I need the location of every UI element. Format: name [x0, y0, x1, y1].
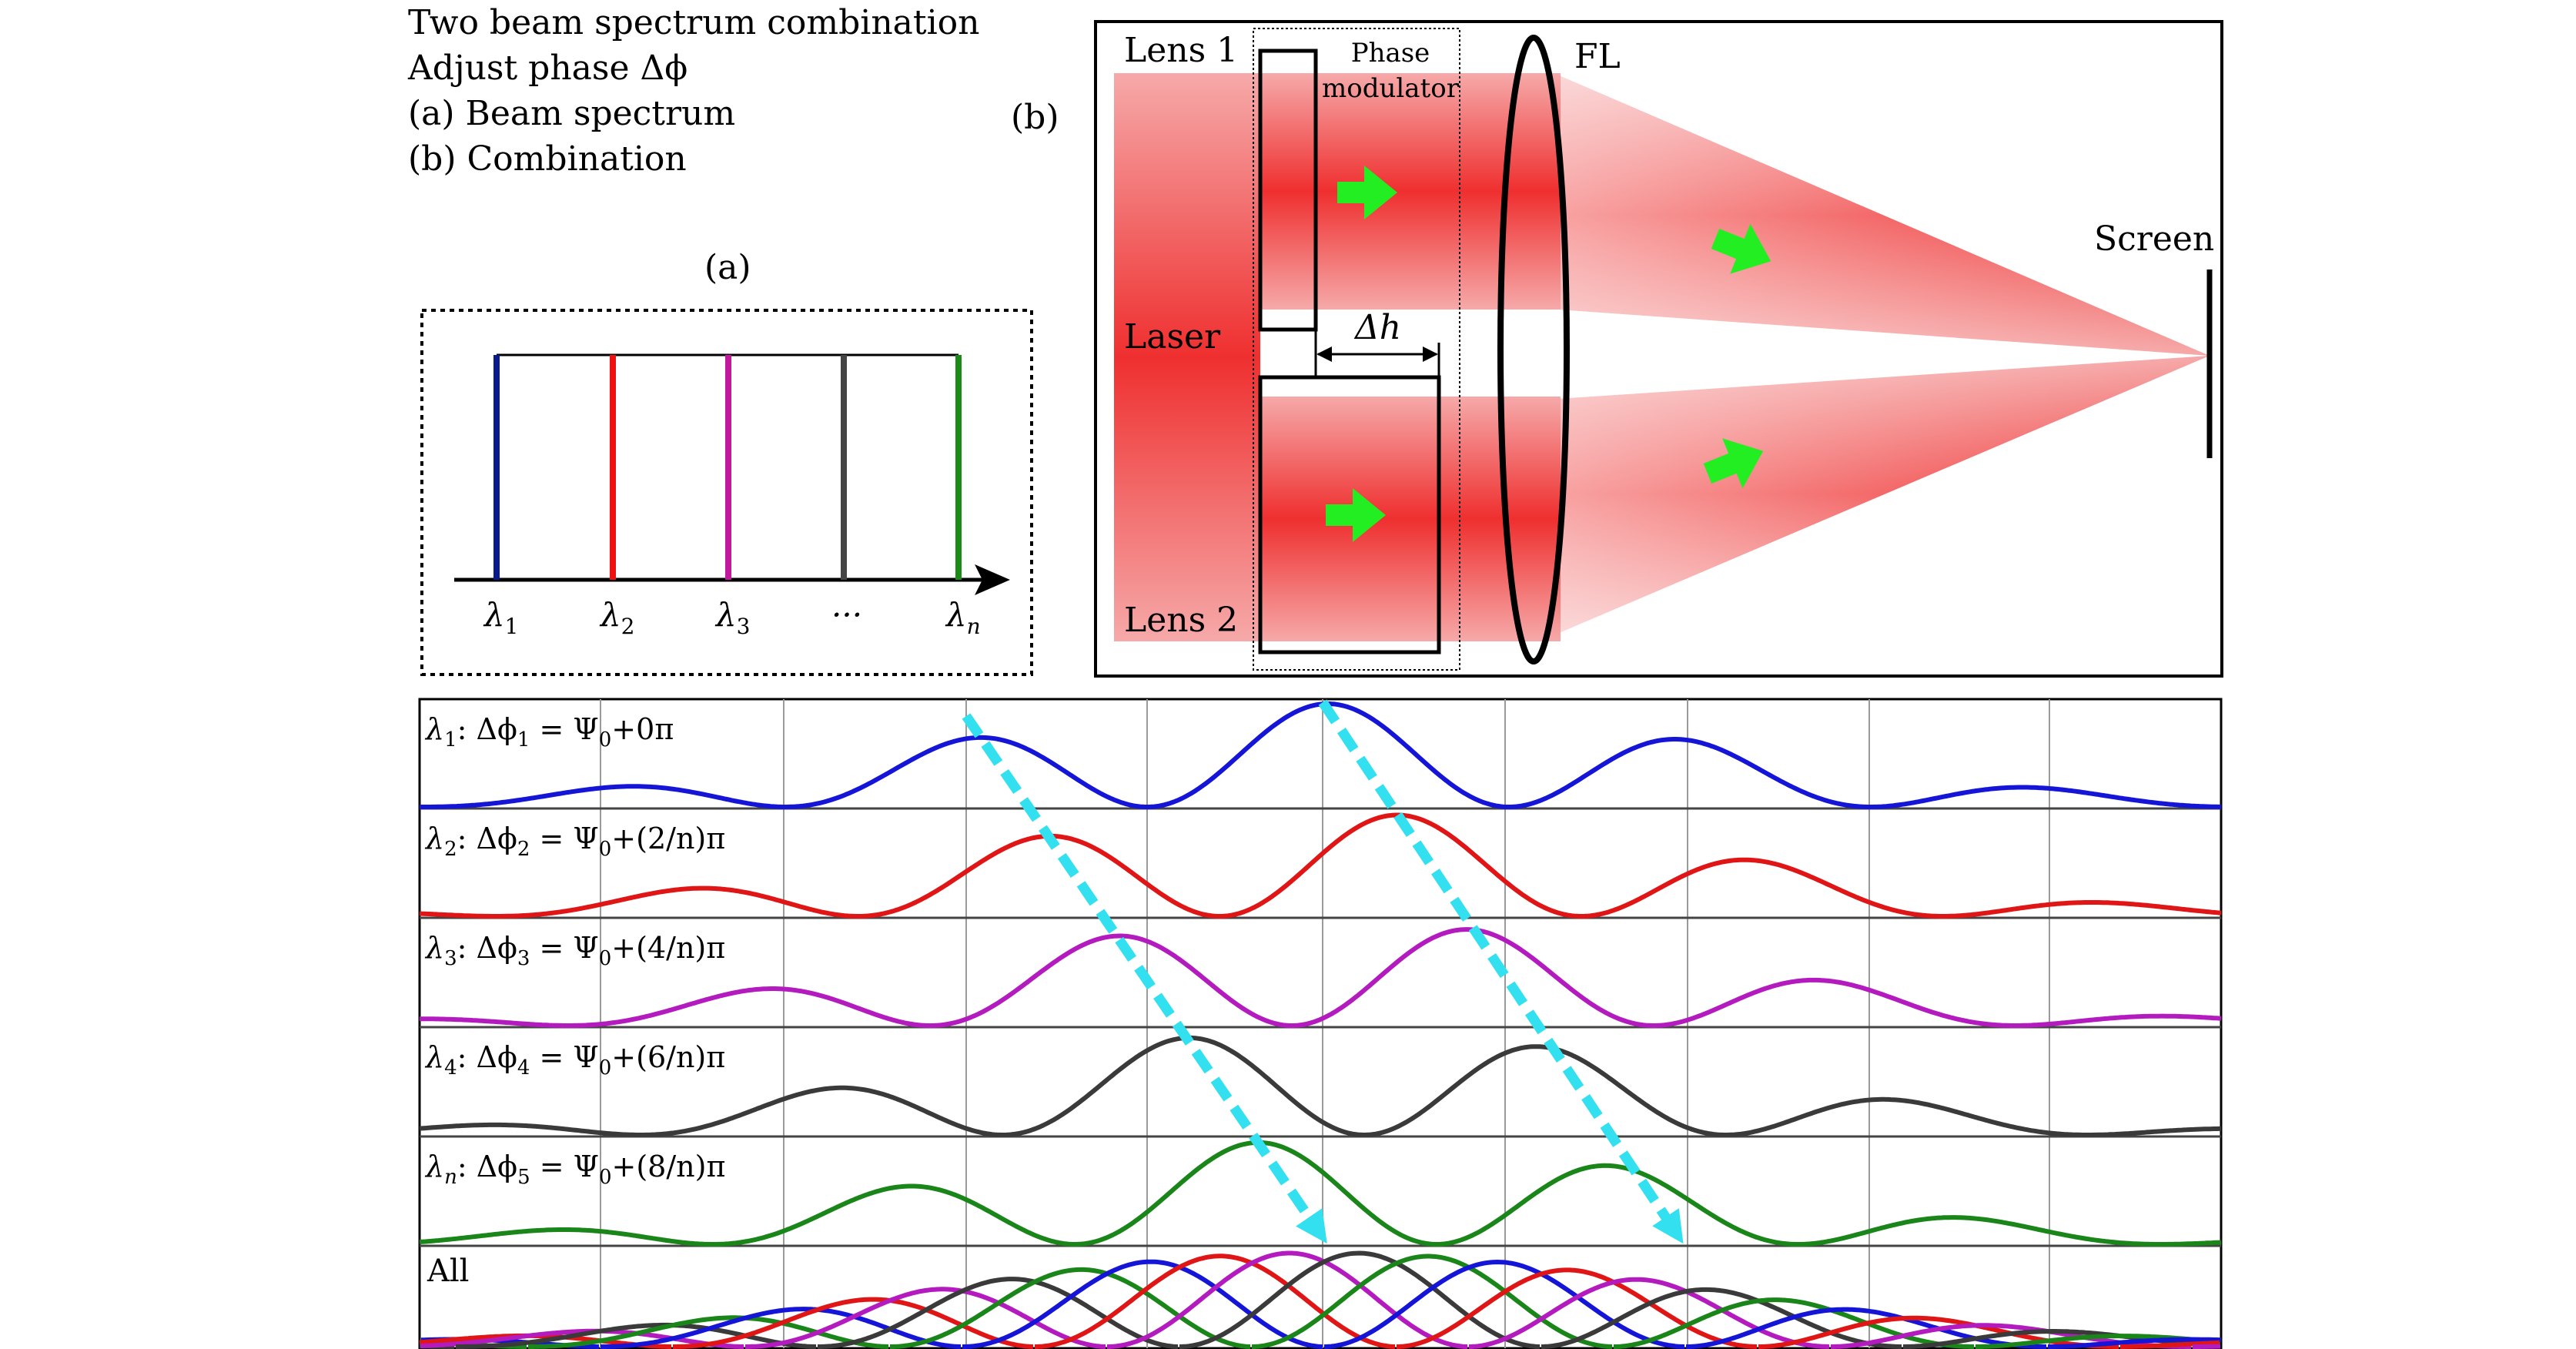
phase-modulator-label-1: Phase [1351, 38, 1430, 69]
combined-hump-21 [1324, 1259, 1685, 1349]
combined-hump-14 [818, 1277, 1179, 1349]
wave-curve-5 [419, 1140, 2222, 1247]
phase-modulator-label-2: modulator [1322, 73, 1460, 104]
wave-curve-4 [419, 1035, 2221, 1137]
cone-fade-bottom [1559, 356, 2210, 633]
propagation-arrows [1326, 166, 1771, 542]
panel-a-axis-arrowhead [975, 564, 1010, 595]
caption-line-4: (b) Combination [408, 139, 687, 179]
all-label: All [427, 1254, 469, 1289]
wave-label-5: λn: Δϕ5 = Ψ0+(8/n)π [424, 1150, 725, 1189]
panel-a: (a) λ1 λ2 λ3 ··· λn [420, 248, 1033, 676]
combined-hump-24 [1541, 1287, 1902, 1349]
caption-line-2: Adjust phase Δϕ [407, 49, 687, 88]
combined-hump-31 [2048, 1337, 2222, 1349]
wave-panels: λ1: Δϕ1 = Ψ0+0π λ2: Δϕ2 = Ψ0+(2/n)π λ3: Δϕ… [418, 698, 2223, 1349]
wave-curve-2 [419, 812, 2222, 919]
wave-curve-3 [420, 927, 2222, 1028]
tick-label-2: λ2 [599, 596, 634, 639]
combined-hump-13 [745, 1287, 1106, 1349]
caption-line-3: (a) Beam spectrum [408, 94, 735, 133]
panel-a-frame [420, 309, 1033, 676]
arrow-lower-cone [1703, 438, 1764, 489]
wave-rows: λ1: Δϕ1 = Ψ0+0π λ2: Δϕ2 = Ψ0+(2/n)π λ3: Δϕ… [419, 701, 2222, 1247]
lower-beam [1260, 397, 1561, 641]
row-separators [420, 807, 2221, 1247]
delta-h-label: Δh [1353, 308, 1401, 347]
combined-hump-23 [1469, 1277, 1830, 1349]
phase-modulator-box [1253, 28, 1460, 671]
combined-hump-19 [1179, 1250, 1541, 1349]
tick-label-4: ··· [831, 596, 862, 634]
upper-modulator-plate [1258, 49, 1318, 332]
lens-2-label: Lens 2 [1124, 601, 1238, 640]
combined-hump-8 [420, 1328, 744, 1349]
lower-modulator-plate [1258, 375, 1441, 654]
laser-beam [1114, 73, 1260, 641]
arrow-upper-beam [1337, 166, 1397, 219]
wave-curve-1 [420, 701, 2221, 809]
lens-1-label: Lens 1 [1124, 31, 1238, 70]
fl-label: FL [1574, 37, 1621, 76]
combined-hump-16 [962, 1259, 1323, 1349]
combined-hump-25 [1614, 1297, 1974, 1349]
panel-b-label: (b) [1011, 98, 1059, 137]
combined-hump-22 [1397, 1267, 1758, 1349]
caption: Two beam spectrum combination Adjust pha… [407, 3, 980, 179]
spectrum-lines: λ1 λ2 λ3 ··· λn [483, 355, 981, 639]
combined-hump-18 [1107, 1250, 1468, 1349]
trend-arrow-1 [962, 713, 1327, 1244]
arrow-upper-cone [1711, 223, 1771, 274]
combined-hump-27 [1758, 1315, 2119, 1349]
combined-hump-11 [601, 1307, 962, 1349]
focusing-lens [1497, 35, 1570, 664]
combined-hump-15 [890, 1267, 1251, 1349]
panel-a-label: (a) [704, 248, 751, 287]
arrow-lower-beam [1326, 488, 1386, 542]
laser-label: Laser [1124, 317, 1221, 356]
caption-line-1: Two beam spectrum combination [408, 3, 980, 42]
combined-hump-20 [1252, 1254, 1613, 1349]
delta-h-arrowhead-right [1423, 346, 1438, 362]
wave-label-1: λ1: Δϕ1 = Ψ0+0π [424, 712, 674, 751]
panel-b: (b) Phase modulator Δh [1011, 20, 2223, 678]
tick-label-1: λ1 [483, 596, 518, 639]
combined-hump-17 [1035, 1254, 1396, 1349]
combined-hump-9 [456, 1322, 817, 1349]
tick-label-5: λn [945, 596, 981, 639]
combined-row [419, 1250, 2222, 1349]
vertical-gridlines [600, 699, 2050, 1348]
combined-hump-26 [1686, 1307, 2046, 1349]
combined-hump-32 [2120, 1340, 2220, 1349]
combined-hump-10 [528, 1315, 889, 1349]
tick-label-3: λ3 [714, 596, 750, 639]
delta-h-arrowhead-left [1316, 346, 1332, 362]
wave-label-2: λ2: Δϕ2 = Ψ0+(2/n)π [424, 822, 725, 861]
wave-label-3: λ3: Δϕ3 = Ψ0+(4/n)π [424, 931, 725, 970]
cone-fade-top [1559, 75, 2210, 356]
screen-label: Screen [2094, 219, 2214, 259]
combined-hump-12 [673, 1297, 1034, 1349]
trend-arrow-2 [1318, 699, 1684, 1244]
wave-label-4: λ4: Δϕ4 = Ψ0+(6/n)π [424, 1040, 725, 1080]
